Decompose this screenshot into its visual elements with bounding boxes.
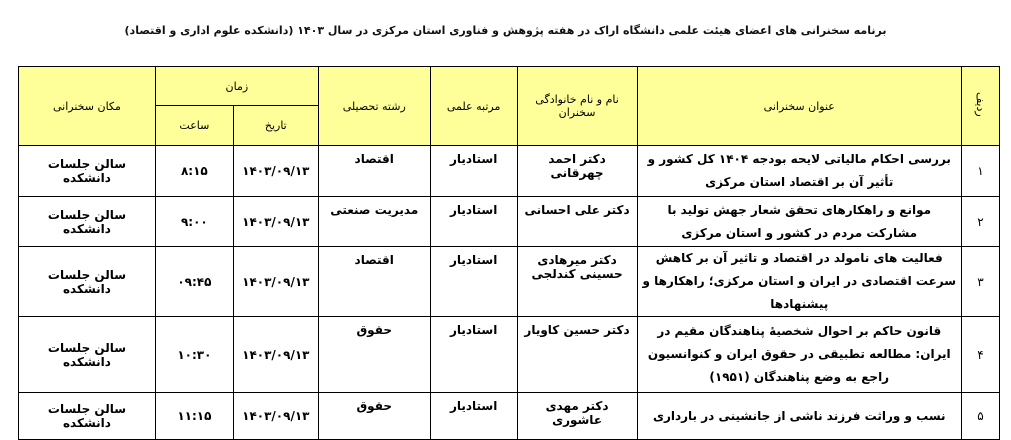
header-field: رشته تحصیلی [317, 66, 431, 146]
header-time: زمان [154, 66, 319, 106]
row-number: ۵ [961, 392, 1000, 440]
date: ۱۴۰۳/۰۹/۱۳ [232, 145, 319, 197]
row-number: ۱ [961, 145, 1000, 197]
academic-rank: استادیار [429, 246, 518, 317]
header-hour: ساعت [154, 105, 234, 146]
field: حقوق [317, 316, 431, 393]
academic-rank: استادیار [429, 316, 518, 393]
header-name: نام و نام خانوادگی سخنران [516, 66, 638, 146]
document-title: برنامه سخنرانی های اعضای هیئت علمی دانشگ… [124, 24, 887, 37]
date: ۱۴۰۳/۰۹/۱۳ [232, 392, 319, 440]
field: اقتصاد [317, 246, 431, 317]
hour: ۹:۰۰ [154, 196, 234, 247]
speaker-name: دکتر احمد چهرقانی [516, 145, 638, 197]
table-row: ۱ بررسی احکام مالیاتی لایحه بودجه ۱۴۰۴ کل… [18, 145, 1000, 197]
row-number: ۲ [961, 196, 1000, 247]
header-row-number: ردیف [961, 66, 1000, 146]
field: مدیریت صنعتی [317, 196, 431, 247]
speaker-name: دکتر حسین کاویار [516, 316, 638, 393]
topic: قانون حاکم بر احوال شخصیهٔ پناهندگان مقی… [636, 316, 963, 393]
table-row: ۳ فعالیت های نامولد در اقتصاد و تاثیر آن … [18, 246, 1000, 317]
table-row: ۴ قانون حاکم بر احوال شخصیهٔ پناهندگان مق… [18, 316, 1000, 393]
academic-rank: استادیار [429, 145, 518, 197]
date: ۱۴۰۳/۰۹/۱۳ [232, 316, 319, 393]
academic-rank: استادیار [429, 392, 518, 440]
hour: ۱۰:۳۰ [154, 316, 234, 393]
hour: ۸:۱۵ [154, 145, 234, 197]
hour: ۰۹:۴۵ [154, 246, 234, 317]
place: سالن جلسات دانشکده [18, 316, 156, 393]
topic: نسب و وراثت فرزند ناشی از جانشینی در بار… [636, 392, 963, 440]
table-row: ۵ نسب و وراثت فرزند ناشی از جانشینی در با… [18, 392, 1000, 440]
header-place: مکان سخنرانی [18, 66, 156, 146]
date: ۱۴۰۳/۰۹/۱۳ [232, 196, 319, 247]
date: ۱۴۰۳/۰۹/۱۳ [232, 246, 319, 317]
academic-rank: استادیار [429, 196, 518, 247]
header-rank: مرتبه علمی [429, 66, 518, 146]
field: اقتصاد [317, 145, 431, 197]
topic: بررسی احکام مالیاتی لایحه بودجه ۱۴۰۴ کل … [636, 145, 963, 197]
place: سالن جلسات دانشکده [18, 145, 156, 197]
speaker-name: دکتر علی احسانی [516, 196, 638, 247]
table-row: ۲ موانع و راهکارهای تحقق شعار جهش تولید ب… [18, 196, 1000, 247]
hour: ۱۱:۱۵ [154, 392, 234, 440]
topic: فعالیت های نامولد در اقتصاد و تاثیر آن ب… [636, 246, 963, 317]
field: حقوق [317, 392, 431, 440]
header-date: تاریخ [232, 105, 319, 146]
topic: موانع و راهکارهای تحقق شعار جهش تولید با… [636, 196, 963, 247]
header-topic: عنوان سخنرانی [636, 66, 963, 146]
speaker-name: دکتر میرهادی حسینی کندلجی [516, 246, 638, 317]
row-number: ۴ [961, 316, 1000, 393]
lecture-schedule-table: ردیف عنوان سخنرانی نام و نام خانوادگی سخ… [18, 66, 1000, 440]
place: سالن جلسات دانشکده [18, 196, 156, 247]
place: سالن جلسات دانشکده [18, 392, 156, 440]
speaker-name: دکتر مهدی عاشوری [516, 392, 638, 440]
row-number: ۳ [961, 246, 1000, 317]
place: سالن جلسات دانشکده [18, 246, 156, 317]
